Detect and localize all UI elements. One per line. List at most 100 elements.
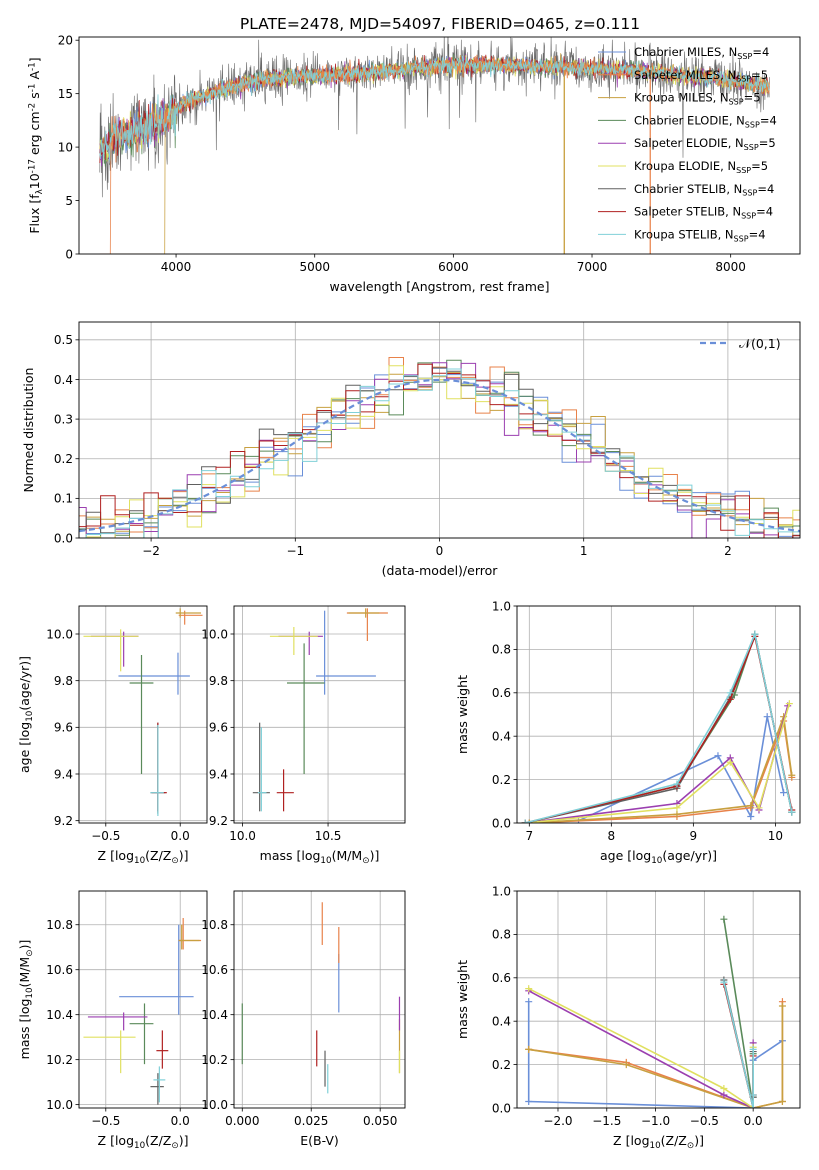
weight-marker: [763, 713, 771, 721]
y-tick-label: 9.2: [209, 814, 228, 828]
weight-marker: [622, 1061, 630, 1069]
x-tick-label: 10.5: [315, 829, 342, 843]
weight-marker: [749, 1091, 757, 1099]
y-tick-label: 1.0: [492, 884, 511, 898]
x-tick-label: 0: [436, 544, 444, 558]
y-tick-label: 10.4: [201, 1008, 228, 1022]
x-axis-label: Z [log10(Z/Z⊙)]: [98, 848, 189, 866]
errorbar-point: [269, 627, 318, 655]
x-tick-label: 9: [690, 829, 698, 843]
errorbar-point: [287, 643, 325, 774]
y-tick-label: 0.4: [492, 1015, 511, 1029]
legend-entry: Chabrier ELODIE, NSSP=4: [634, 113, 777, 129]
weight-series: [525, 985, 757, 1108]
y-tick-label: 10.0: [201, 1098, 228, 1112]
x-tick-label: 7: [525, 829, 533, 843]
y-tick-label: 0.6: [492, 971, 511, 985]
figure-title: PLATE=2478, MJD=54097, FIBERID=0465, z=0…: [240, 15, 640, 33]
weight-marker: [778, 1097, 786, 1105]
y-tick-label: 0.5: [54, 333, 73, 347]
y-tick-label: 10.0: [46, 1098, 73, 1112]
x-tick-label: −0.5: [91, 1114, 120, 1128]
weight-line: [525, 631, 793, 823]
y-axis-label: mass weight: [455, 675, 470, 754]
y-tick-label: 0.0: [54, 531, 73, 545]
axes-frame: [516, 890, 801, 1109]
weight-marker: [726, 758, 734, 766]
y-tick-label: 10.0: [46, 627, 73, 641]
weight-series: [720, 915, 757, 1108]
weight-series: [575, 713, 788, 823]
x-tick-label: 2: [724, 544, 732, 558]
y-tick-label: 0.2: [492, 1058, 511, 1072]
weight-marker: [521, 819, 529, 823]
axes-frame: [233, 890, 406, 1109]
plot-area: [83, 608, 203, 816]
x-tick-label: 0.050: [363, 1114, 397, 1128]
x-tick-label: −1: [286, 544, 304, 558]
y-tick-label: 0.2: [492, 773, 511, 787]
x-tick-label: −0.5: [91, 829, 120, 843]
y-axis-label: mass [log10(M/M⊙)]: [17, 940, 35, 1060]
x-tick-label: 0.0: [744, 1114, 763, 1128]
weight-line: [525, 631, 793, 823]
errorbar-point: [151, 722, 167, 812]
y-tick-label: 0.4: [492, 730, 511, 744]
weight-marker: [788, 771, 796, 779]
errorbar-point: [129, 1003, 154, 1065]
y-tick-label: 0.3: [54, 412, 73, 426]
weight-marker: [525, 1097, 533, 1105]
y-tick-label: 10.8: [201, 918, 228, 932]
x-tick-label: 0.025: [294, 1114, 328, 1128]
panel-residuals: −2 −1 0 1 2 0.0 0.1 0.2 0.3 0.4 0.5 (data-model)/er…: [21, 321, 801, 578]
x-tick-label: −0.5: [690, 1114, 719, 1128]
y-tick-label: 9.4: [209, 767, 228, 781]
legend-entry: Chabrier MILES, NSSP=4: [634, 45, 769, 61]
weight-series: [525, 987, 757, 1108]
weight-marker: [747, 802, 755, 810]
y-tick-label: 9.6: [54, 721, 73, 735]
panel-mass_vs_ebv: 0.000 0.025 0.050 10.0 10.2 10.4 10.6 10.8 E(B-V…: [201, 890, 406, 1148]
spectrum-line: [99, 54, 770, 254]
x-tick-label: 5000: [299, 260, 330, 274]
weight-series: [525, 713, 796, 823]
legend-entry: Chabrier STELIB, NSSP=4: [634, 182, 774, 198]
panel-spectrum: 4000 5000 6000 7000 8000 0 5 10 15 20 wavelength […: [27, 34, 801, 294]
errorbar-point: [150, 725, 164, 816]
weight-marker: [780, 789, 788, 797]
weight-marker: [751, 630, 759, 638]
x-axis-label: age [log10(age/yr)]: [600, 848, 717, 866]
x-tick-label: 1: [580, 544, 588, 558]
x-tick-label: 6000: [438, 260, 469, 274]
x-axis-label: E(B-V): [300, 1133, 339, 1148]
x-tick-label: 0.0: [171, 1114, 190, 1128]
weight-marker: [747, 812, 755, 820]
weight-line: [723, 919, 755, 1108]
weight-marker: [714, 752, 722, 760]
axes-frame: [78, 890, 208, 1109]
weight-series: [521, 700, 793, 823]
y-tick-label: 0.2: [54, 452, 73, 466]
weight-marker: [673, 780, 681, 788]
x-axis-label: (data-model)/error: [382, 563, 499, 578]
errorbar-point: [83, 629, 139, 672]
x-axis-label: wavelength [Angstrom, rest frame]: [329, 279, 549, 294]
y-tick-label: 0.1: [54, 492, 73, 506]
panel-age_vs_Z: −0.5 0.0 9.2 9.4 9.6 9.8 10.0 Z [log10(Z/Z⊙)] ag…: [17, 605, 208, 866]
weight-line: [528, 987, 755, 1108]
y-tick-label: 10.8: [46, 918, 73, 932]
weight-line: [528, 1006, 784, 1108]
weight-marker: [525, 819, 533, 823]
residual-histogram: [79, 363, 800, 538]
y-tick-label: 10.2: [46, 1053, 73, 1067]
y-tick-label: 20: [58, 34, 73, 48]
y-tick-label: 10.6: [46, 963, 73, 977]
weight-marker: [788, 808, 796, 816]
plot-area: [521, 630, 796, 823]
x-tick-label: −2.0: [543, 1114, 572, 1128]
y-tick-label: 15: [58, 87, 73, 101]
weight-marker: [778, 1002, 786, 1010]
legend-entry: Kroupa ELODIE, NSSP=5: [634, 159, 768, 175]
plot-area: [79, 357, 800, 538]
plot-area: [525, 915, 786, 1108]
